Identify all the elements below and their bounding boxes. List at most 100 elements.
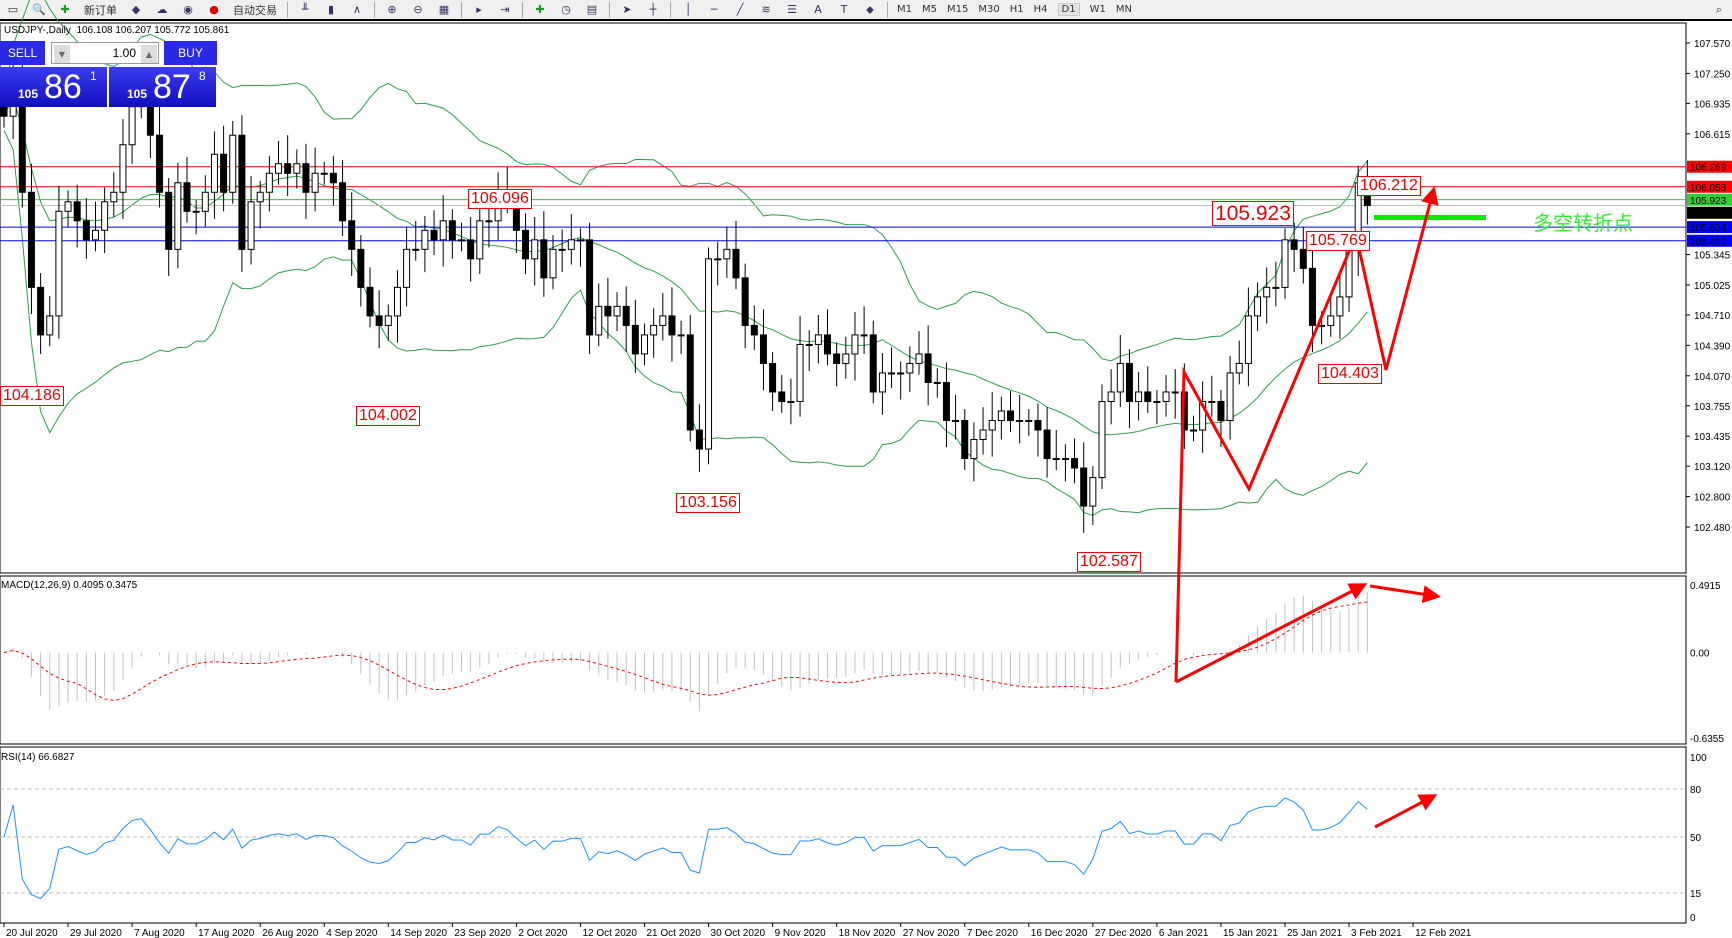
candle [796, 315, 804, 417]
news-icon[interactable]: ☁ [156, 3, 168, 16]
new-order-icon[interactable]: ✚ [60, 3, 70, 16]
x-tick-label: 14 Sep 2020 [390, 928, 447, 938]
timeframe-w1[interactable]: W1 [1089, 4, 1106, 15]
y-tick-label: 105.345 [1694, 251, 1731, 262]
candle [1107, 369, 1115, 425]
text-icon[interactable]: A [814, 3, 822, 16]
timeframe-m15[interactable]: M15 [947, 4, 969, 15]
candle-body [631, 324, 639, 355]
pane-frame [0, 575, 1687, 745]
ask-price[interactable]: 105 87 8 [109, 67, 216, 107]
candle [924, 325, 932, 406]
candle-body [174, 182, 182, 250]
tile-icon[interactable]: ▦ [438, 3, 450, 16]
price-tag-label: 105.861 [1690, 209, 1727, 220]
shift-icon[interactable]: ⇥ [500, 3, 510, 16]
candle-body [778, 391, 786, 402]
candle [1125, 349, 1133, 429]
hline-icon[interactable]: ─ [710, 3, 718, 16]
lot-size-input[interactable]: 1.00 [51, 42, 159, 64]
lot-decrease-button[interactable]: ▼ [54, 45, 70, 63]
new-order-button[interactable]: 新订单 [84, 3, 117, 17]
one-click-trading-panel: SELL 1.00 ▼ ▲ BUY 105 86 1 105 87 8 [0, 41, 217, 107]
candle [293, 149, 301, 189]
candle-body [732, 248, 740, 279]
candle-body [1025, 420, 1033, 423]
rsi-tick-label: 100 [1690, 753, 1707, 764]
lot-increase-button[interactable]: ▲ [141, 45, 157, 63]
history-icon[interactable]: ◆ [131, 3, 141, 16]
candle [1171, 369, 1179, 419]
candle-body [586, 239, 594, 336]
x-tick-label: 4 Sep 2020 [326, 928, 378, 938]
symbol-label: USDJPY-,Daily [4, 25, 71, 36]
candle-body [604, 305, 612, 317]
search-icon[interactable]: ⌕ [1715, 2, 1723, 16]
timeframe-h1[interactable]: H1 [1009, 4, 1024, 15]
timeframe-h4[interactable]: H4 [1033, 4, 1048, 15]
candle [275, 140, 282, 185]
cursor-icon[interactable]: ➤ [622, 3, 632, 16]
candle [156, 106, 164, 208]
crosshair-icon[interactable]: ┼ [649, 3, 657, 16]
timeframe-m1[interactable]: M1 [897, 4, 912, 15]
zoom-in-icon[interactable]: ⊕ [387, 3, 397, 16]
label-icon[interactable]: T [840, 3, 848, 16]
zoom-icon[interactable]: 🔍 [32, 3, 46, 16]
candle-body [1007, 410, 1014, 422]
candle-body [1199, 400, 1207, 431]
zoom-out-icon[interactable]: ⊖ [413, 3, 423, 16]
candle-body [741, 277, 749, 326]
candle [82, 197, 90, 259]
indicator-icon[interactable]: ✚ [535, 3, 545, 16]
timeframe-mn[interactable]: MN [1115, 4, 1132, 15]
candle [1226, 355, 1234, 440]
fibo-icon[interactable]: ≋ [761, 3, 771, 16]
y-tick-label: 105.025 [1694, 281, 1731, 292]
candle [183, 157, 191, 223]
candle-body [302, 163, 310, 193]
menu-icon[interactable]: ▭ [7, 3, 19, 16]
autotrade-button[interactable]: 自动交易 [233, 3, 277, 17]
sell-button[interactable]: SELL [0, 41, 45, 65]
candle-body [1089, 477, 1097, 507]
autotrade-icon[interactable]: ● [209, 3, 219, 16]
clock-icon[interactable]: ◷ [561, 3, 571, 16]
candle [705, 247, 713, 465]
buy-button[interactable]: BUY [164, 41, 217, 65]
candle-body [842, 353, 850, 364]
line-chart-icon[interactable]: ∧ [352, 3, 362, 16]
arrows-icon[interactable]: ⬥ [866, 2, 874, 16]
bid-price[interactable]: 105 86 1 [0, 67, 107, 107]
candle-body [458, 239, 465, 242]
y-tick-label: 104.390 [1694, 341, 1731, 352]
candle-chart-icon[interactable]: ▮ [327, 3, 335, 16]
x-tick-label: 27 Nov 2020 [903, 928, 960, 938]
candle-body [668, 315, 676, 336]
candle-body [613, 305, 621, 317]
y-tick-label: 103.435 [1694, 432, 1731, 443]
candle [586, 222, 594, 354]
candle [878, 352, 886, 415]
candle-body [851, 334, 859, 355]
signal-icon[interactable]: ◉ [183, 3, 193, 16]
candle [906, 346, 914, 392]
candle-body [421, 229, 429, 250]
template-icon[interactable]: ▤ [586, 3, 598, 16]
timeframe-m30[interactable]: M30 [978, 4, 1000, 15]
timeframe-m5[interactable]: M5 [922, 4, 937, 15]
vline-icon[interactable]: │ [684, 3, 692, 16]
candle [833, 342, 841, 387]
bar-chart-icon[interactable]: ╨ [301, 3, 309, 16]
scroll-icon[interactable]: ▸ [476, 3, 482, 16]
candle [165, 178, 173, 276]
rsi-arrow [1374, 794, 1438, 829]
trendline-icon[interactable]: ╱ [736, 3, 744, 16]
candle-body [952, 420, 960, 423]
bollinger-middle [3, 95, 1368, 436]
timeframe-d1[interactable]: D1 [1057, 3, 1080, 16]
rsi-tick-label: 80 [1690, 785, 1702, 796]
fibo-fan-icon[interactable]: ☰ [787, 3, 797, 16]
candle-body [311, 172, 319, 193]
